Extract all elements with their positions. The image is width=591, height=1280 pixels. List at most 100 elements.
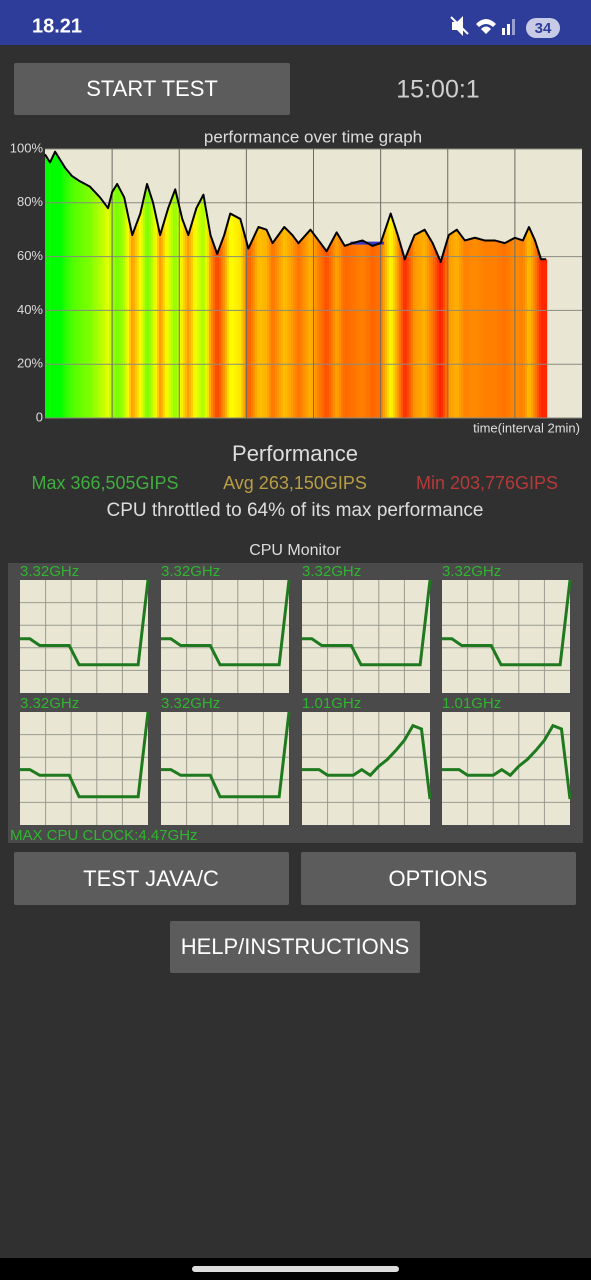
heat-band — [269, 237, 272, 418]
heat-band — [121, 193, 124, 418]
heat-band — [507, 241, 510, 418]
heat-band — [247, 247, 250, 418]
heat-band — [335, 233, 338, 418]
heat-band — [389, 215, 392, 418]
heat-band — [131, 233, 134, 418]
start-test-button[interactable] — [14, 63, 290, 115]
heat-band — [183, 223, 186, 418]
heat-band — [425, 232, 428, 418]
heat-band — [139, 214, 142, 418]
heat-band — [471, 238, 474, 418]
core-frequency-line — [302, 723, 432, 800]
core-frequency-label: 3.32GHz — [20, 563, 79, 580]
heat-band — [281, 230, 284, 418]
heat-band — [487, 240, 490, 418]
heat-band — [273, 241, 276, 418]
heat-band — [369, 244, 372, 418]
heat-band — [371, 245, 374, 418]
heat-band — [505, 242, 508, 418]
heat-band — [93, 190, 96, 418]
options-label: OPTIONS — [388, 866, 487, 891]
heat-band — [417, 233, 420, 418]
heat-band — [303, 236, 306, 418]
heat-band — [283, 227, 286, 418]
heat-band — [545, 259, 548, 418]
heat-band — [513, 238, 516, 418]
heat-band — [355, 242, 358, 418]
heat-band — [227, 221, 230, 418]
heat-band — [377, 244, 380, 418]
min-performance: Min 203,776GIPS — [416, 473, 558, 493]
heat-band — [161, 228, 164, 418]
heat-band — [113, 189, 116, 418]
heat-band — [531, 233, 534, 418]
heat-band — [235, 216, 238, 418]
heat-band — [217, 251, 220, 418]
heat-band — [393, 223, 396, 418]
heat-band — [55, 153, 58, 418]
core-frequency-label: 3.32GHz — [442, 563, 501, 580]
battery-level: 34 — [535, 20, 552, 37]
heat-band — [515, 238, 518, 418]
core-frequency-line — [20, 579, 150, 667]
options-button[interactable] — [301, 852, 576, 905]
heat-band — [259, 227, 262, 418]
heat-band — [67, 171, 70, 418]
heat-band — [489, 240, 492, 418]
mute-icon — [452, 16, 463, 36]
heat-band — [523, 238, 526, 418]
heat-band — [215, 250, 218, 418]
performance-title: Performance — [232, 441, 358, 466]
heat-band — [251, 240, 254, 418]
test-java-button[interactable] — [14, 852, 289, 905]
heat-band — [337, 234, 340, 418]
heat-band — [57, 156, 60, 418]
heat-band — [421, 231, 424, 418]
heat-band — [361, 240, 364, 418]
heat-band — [349, 243, 352, 418]
timer: 15:00:1 — [396, 76, 479, 104]
heat-band — [267, 233, 270, 418]
heat-band — [301, 239, 304, 418]
heat-band — [219, 246, 222, 418]
core-graph-bg — [161, 712, 289, 825]
clock: 18.21 — [32, 15, 82, 37]
heat-band — [155, 216, 158, 418]
heat-band — [231, 214, 234, 418]
heat-band — [289, 232, 292, 418]
heat-band — [261, 228, 264, 418]
heat-band — [525, 233, 528, 418]
heat-band — [49, 162, 52, 418]
core-graph-bg — [20, 712, 148, 825]
heat-band — [145, 188, 148, 418]
signal-bar — [507, 24, 510, 35]
heat-band — [307, 232, 310, 418]
heat-band — [83, 183, 86, 418]
heat-band — [385, 227, 388, 418]
heat-band — [451, 232, 454, 418]
heat-band — [419, 232, 422, 418]
heat-band — [157, 225, 160, 418]
home-indicator[interactable] — [192, 1266, 399, 1272]
heat-band — [187, 234, 190, 418]
heat-band — [319, 242, 322, 418]
heat-band — [499, 241, 502, 418]
heat-band — [199, 201, 202, 418]
help-button[interactable] — [170, 921, 420, 973]
heat-band — [47, 159, 50, 418]
heat-band — [71, 176, 74, 418]
heat-band — [443, 250, 446, 418]
heat-band — [495, 240, 498, 418]
heat-band — [529, 229, 532, 418]
status-icons — [450, 16, 560, 38]
heat-band — [123, 197, 126, 418]
heat-band — [343, 244, 346, 418]
heat-band — [99, 197, 102, 418]
core-graph-bg — [20, 580, 148, 693]
heat-band — [429, 238, 432, 418]
heat-band — [147, 186, 150, 418]
heat-band — [435, 250, 438, 418]
heat-band — [257, 227, 260, 418]
heat-band — [381, 239, 384, 418]
